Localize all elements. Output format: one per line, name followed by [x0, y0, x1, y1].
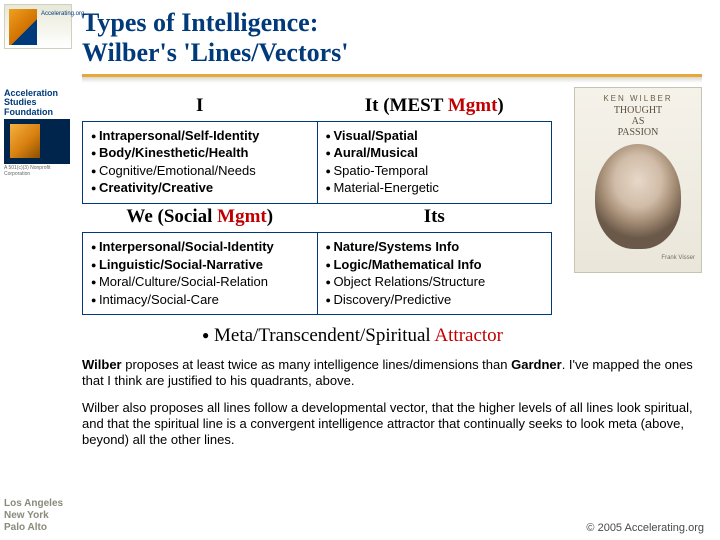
title-line1: Types of Intelligence:	[82, 8, 714, 38]
city-item: Palo Alto	[4, 522, 63, 534]
content-area: KEN WILBER THOUGHT AS PASSION Frank Viss…	[82, 93, 714, 347]
list-item: Moral/Culture/Social-Relation	[91, 273, 309, 291]
city-item: New York	[4, 510, 63, 522]
list-item: Intimacy/Social-Care	[91, 291, 309, 309]
cell-it: Visual/SpatialAural/MusicalSpatio-Tempor…	[317, 121, 552, 203]
cell-its: Nature/Systems InfoLogic/Mathematical In…	[317, 232, 552, 314]
cell-we: Interpersonal/Social-IdentityLinguistic/…	[83, 232, 318, 314]
list-item: Discovery/Predictive	[326, 291, 544, 309]
header-its: Its	[317, 203, 552, 232]
list-item: Object Relations/Structure	[326, 273, 544, 291]
meta-attractor-line: ● Meta/Transcendent/Spiritual Attractor	[202, 325, 714, 347]
rule-shadow	[82, 77, 702, 83]
sidebar: Accelerating.org Acceleration Studies Fo…	[0, 0, 75, 540]
book-author: KEN WILBER	[575, 94, 701, 103]
paragraph-2: Wilber also proposes all lines follow a …	[82, 400, 698, 449]
list-item: Spatio-Temporal	[326, 162, 544, 180]
top-logo: Accelerating.org	[4, 4, 72, 49]
asf-logo-square	[4, 119, 70, 164]
copyright: © 2005 Accelerating.org	[586, 522, 704, 534]
header-we: We (Social Mgmt)	[83, 203, 318, 232]
list-item: Body/Kinesthetic/Health	[91, 144, 309, 162]
asf-logo-block: Acceleration Studies Foundation A 501(c)…	[4, 89, 72, 177]
list-item: Visual/Spatial	[326, 127, 544, 145]
slide-main: Types of Intelligence: Wilber's 'Lines/V…	[82, 0, 714, 540]
title-rule	[82, 74, 702, 83]
list-item: Cognitive/Emotional/Needs	[91, 162, 309, 180]
list-item: Interpersonal/Social-Identity	[91, 238, 309, 256]
paragraph-1: Wilber proposes at least twice as many i…	[82, 357, 698, 390]
slide-title: Types of Intelligence: Wilber's 'Lines/V…	[82, 8, 714, 68]
top-logo-label: Accelerating.org	[41, 11, 84, 17]
asf-subtitle: A 501(c)(3) Nonprofit Corporation	[4, 166, 72, 177]
cities-list: Los Angeles New York Palo Alto	[4, 498, 63, 534]
list-item: Aural/Musical	[326, 144, 544, 162]
book-title: THOUGHT AS PASSION	[575, 105, 701, 138]
city-item: Los Angeles	[4, 498, 63, 510]
header-it: It (MEST Mgmt)	[317, 93, 552, 122]
list-item: Nature/Systems Info	[326, 238, 544, 256]
list-item: Material-Energetic	[326, 179, 544, 197]
book-footer: Frank Visser	[575, 255, 695, 261]
book-cover: KEN WILBER THOUGHT AS PASSION Frank Viss…	[574, 87, 702, 273]
list-item: Linguistic/Social-Narrative	[91, 256, 309, 274]
title-line2: Wilber's 'Lines/Vectors'	[82, 38, 714, 68]
book-head-image	[595, 144, 681, 249]
list-item: Creativity/Creative	[91, 179, 309, 197]
list-item: Logic/Mathematical Info	[326, 256, 544, 274]
cell-i: Intrapersonal/Self-IdentityBody/Kinesthe…	[83, 121, 318, 203]
asf-title-line3: Foundation	[4, 108, 72, 117]
quadrant-table: I It (MEST Mgmt) Intrapersonal/Self-Iden…	[82, 93, 552, 315]
bullet-icon: ●	[202, 328, 209, 342]
header-i: I	[83, 93, 318, 122]
list-item: Intrapersonal/Self-Identity	[91, 127, 309, 145]
